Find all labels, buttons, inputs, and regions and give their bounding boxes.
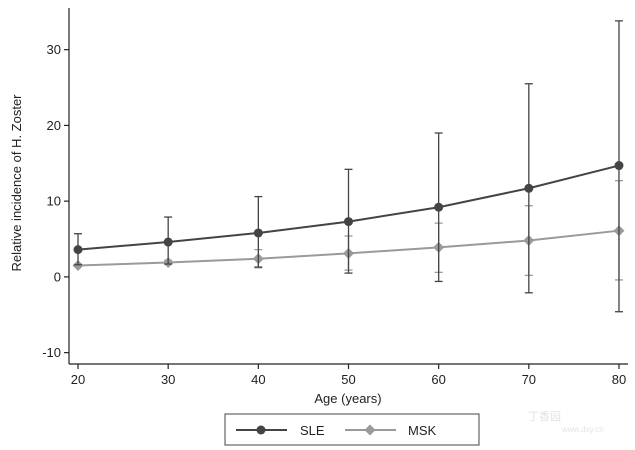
watermark: 丁香园 www.dxy.cn [528,410,604,434]
watermark-url: www.dxy.cn [561,425,604,434]
y-tick-label: 30 [47,42,61,57]
y-tick-label: 0 [54,269,61,284]
data-point-sle [434,202,444,212]
x-tick-label: 80 [612,372,626,387]
legend-marker-sle [256,425,266,435]
y-ticks: -10 0 10 20 30 [42,42,69,360]
x-tick-label: 60 [431,372,445,387]
x-tick-label: 40 [251,372,265,387]
x-ticks: 20 30 40 50 60 70 80 [71,364,626,387]
y-tick-label: -10 [42,345,61,360]
watermark-logo: 丁香园 [528,410,561,423]
legend: SLE MSK [224,413,480,446]
x-tick-label: 70 [522,372,536,387]
legend-label-sle: SLE [300,423,325,438]
legend-label-msk: MSK [408,423,437,438]
data-point-sle [73,245,83,255]
legend-marker-msk [364,424,376,436]
legend-item-msk: MSK [345,423,437,438]
y-tick-label: 20 [47,118,61,133]
y-tick-label: 10 [47,194,61,209]
data-point-sle [524,183,534,193]
plot-area: -10 0 10 20 30 20 30 40 50 60 70 80 [42,8,628,387]
data-point-msk [72,260,84,272]
x-axis-title: Age (years) [314,391,381,406]
x-tick-label: 20 [71,372,85,387]
x-tick-label: 30 [161,372,175,387]
data-point-sle [344,217,353,227]
data-point-sle [253,228,263,238]
y-axis-title: Relative incidence of H. Zoster [9,94,24,272]
series-layer [72,20,625,313]
series-sle [73,20,624,313]
data-point-sle [163,237,173,247]
data-point-sle [614,161,624,171]
x-tick-label: 50 [341,372,355,387]
legend-item-sle: SLE [236,423,325,438]
